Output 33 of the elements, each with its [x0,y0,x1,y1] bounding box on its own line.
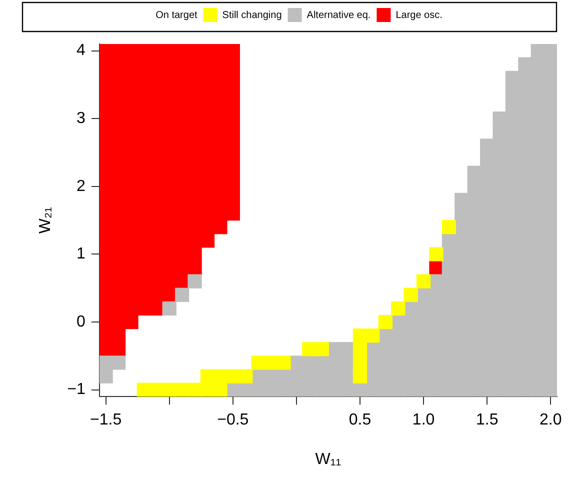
legend-label: Alternative eq. [306,10,371,21]
y-tick-label: 4 [76,42,86,60]
y-axis-title: W₂₁ [37,206,54,234]
point [391,301,406,316]
y-tick-label: 1 [76,246,86,263]
point [378,314,392,330]
point [352,369,368,384]
legend-label: Large osc. [396,10,442,21]
point [150,382,164,397]
point [276,356,291,370]
point [238,369,253,384]
x-axis-title: W₁₁ [315,450,342,468]
point [213,382,228,397]
legend-label: Still changing [222,10,282,21]
point [366,328,380,343]
point [404,288,418,302]
y-tick-label: 3 [76,110,86,127]
y-tick-label: 2 [76,178,86,195]
x-tick-label: 1.0 [412,412,435,429]
point [352,342,368,356]
point [416,274,431,288]
x-tick-label: 2.0 [540,412,562,429]
x-tick-label: −0.5 [217,412,249,429]
point [429,247,444,262]
x-tick-label: 1.5 [476,412,498,429]
point [442,220,456,234]
x-tick-label: −1.5 [90,412,122,429]
point [314,342,329,356]
y-tick-label: 0 [76,313,86,330]
text: On target [156,10,198,21]
point [352,356,368,370]
y-tick-label: −1 [67,381,86,398]
x-tick-label: 0.5 [348,412,372,429]
